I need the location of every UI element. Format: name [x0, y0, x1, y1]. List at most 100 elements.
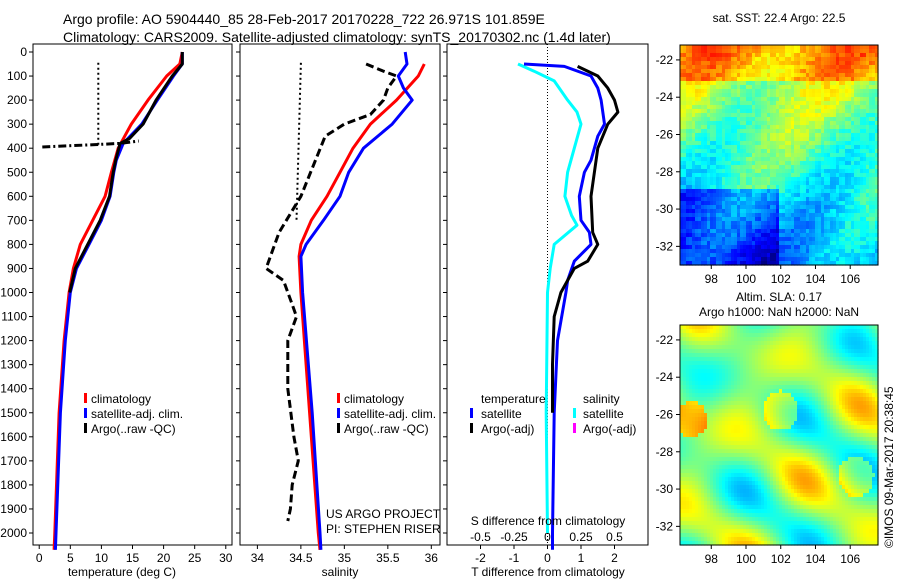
map-cell — [737, 89, 741, 94]
map-cell — [863, 213, 867, 218]
map-cell — [821, 113, 825, 118]
map-cell — [851, 137, 855, 142]
map-cell — [764, 333, 768, 338]
map-cell — [683, 133, 687, 138]
map-cell — [821, 101, 825, 106]
map-cell — [764, 365, 768, 370]
map-cell — [869, 377, 873, 382]
map-cell — [704, 97, 708, 102]
map-cell — [746, 365, 750, 370]
map-cell — [731, 233, 735, 238]
map-cell — [767, 257, 771, 262]
map-cell — [809, 73, 813, 78]
map-cell — [761, 233, 765, 238]
map-cell — [845, 101, 849, 106]
map-cell — [692, 353, 696, 358]
map-cell — [863, 133, 867, 138]
map-cell — [722, 49, 726, 54]
map-cell — [725, 341, 729, 346]
map-cell — [857, 145, 861, 150]
map-cell — [869, 341, 873, 346]
map-cell — [809, 373, 813, 378]
map-cell — [779, 257, 783, 262]
map-cell — [710, 69, 714, 74]
map-cell — [686, 385, 690, 390]
map-cell — [821, 385, 825, 390]
map-cell — [824, 149, 828, 154]
map-cell — [689, 69, 693, 74]
map-cell — [686, 257, 690, 262]
map-cell — [863, 49, 867, 54]
map-cell — [776, 221, 780, 226]
map-cell — [812, 93, 816, 98]
map-cell — [764, 169, 768, 174]
map-cell — [842, 53, 846, 58]
map-cell — [725, 193, 729, 198]
map-cell — [689, 237, 693, 242]
map-cell — [830, 361, 834, 366]
lat-tick-label: -26 — [656, 127, 674, 141]
map-cell — [860, 381, 864, 386]
map-cell — [791, 129, 795, 134]
map-cell — [833, 253, 837, 258]
map-cell — [863, 129, 867, 134]
map-cell — [761, 325, 765, 330]
map-cell — [743, 369, 747, 374]
map-cell — [788, 329, 792, 334]
map-cell — [692, 133, 696, 138]
map-cell — [827, 61, 831, 66]
map-cell — [872, 169, 876, 174]
map-cell — [719, 89, 723, 94]
map-cell — [704, 57, 708, 62]
map-cell — [848, 237, 852, 242]
map-cell — [710, 85, 714, 90]
map-cell — [737, 229, 741, 234]
map-cell — [869, 89, 873, 94]
map-cell — [692, 189, 696, 194]
map-cell — [815, 349, 819, 354]
map-cell — [800, 193, 804, 198]
map-cell — [782, 241, 786, 246]
map-cell — [683, 49, 687, 54]
map-cell — [791, 241, 795, 246]
map-cell — [797, 329, 801, 334]
map-cell — [749, 253, 753, 258]
map-cell — [692, 129, 696, 134]
map-cell — [755, 129, 759, 134]
map-cell — [860, 101, 864, 106]
map-cell — [701, 389, 705, 394]
panel-frame — [32, 43, 233, 546]
map-cell — [872, 257, 876, 262]
map-cell — [728, 361, 732, 366]
map-cell — [860, 133, 864, 138]
map-cell — [701, 89, 705, 94]
map-cell — [740, 153, 744, 158]
map-cell — [809, 345, 813, 350]
map-cell — [749, 45, 753, 50]
map-cell — [869, 389, 873, 394]
map-cell — [839, 361, 843, 366]
map-cell — [758, 237, 762, 242]
map-cell — [857, 253, 861, 258]
map-cell — [692, 81, 696, 86]
map-cell — [773, 65, 777, 70]
map-cell — [824, 353, 828, 358]
map-cell — [842, 89, 846, 94]
map-cell — [680, 137, 684, 142]
map-cell — [746, 245, 750, 250]
map-cell — [797, 113, 801, 118]
map-cell — [827, 197, 831, 202]
map-cell — [806, 209, 810, 214]
map-cell — [698, 165, 702, 170]
map-cell — [707, 221, 711, 226]
map-cell — [704, 385, 708, 390]
map-cell — [860, 237, 864, 242]
map-cell — [773, 85, 777, 90]
map-cell — [746, 69, 750, 74]
map-cell — [692, 377, 696, 382]
map-cell — [872, 341, 876, 346]
map-cell — [821, 253, 825, 258]
map-cell — [695, 97, 699, 102]
map-cell — [698, 197, 702, 202]
map-cell — [809, 65, 813, 70]
